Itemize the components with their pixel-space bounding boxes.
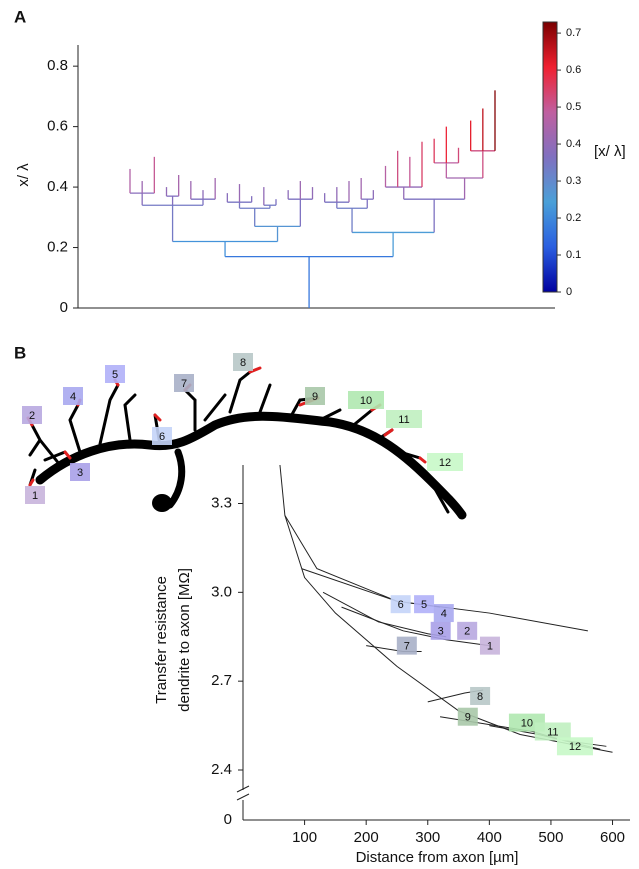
morphology-marker [25,486,45,504]
terminal-label: 7 [404,641,410,653]
morphology-label: 4 [70,391,76,403]
x-tick-label: 300 [415,829,440,846]
morphology-label: 6 [159,431,165,443]
y-tick-label: 0 [224,811,232,828]
terminal-marker [457,621,478,640]
colorbar-tick-label: 0.1 [566,249,581,261]
morphology-marker [386,410,422,428]
x-tick-label: 500 [538,829,563,846]
terminal-marker [430,621,451,640]
colorbar-tick-label: 0.5 [566,101,581,113]
terminal-label: 1 [487,641,493,653]
neuron-morphology [26,366,467,520]
morphology-marker [174,374,194,392]
resistance-trace [279,464,588,632]
morphology-label: 11 [398,414,409,426]
terminal-marker [556,737,593,756]
y-tick-label: 2.4 [211,761,232,778]
morphology-label: 7 [181,378,187,390]
panel-label: B [14,343,26,362]
terminal-label: 11 [547,726,558,738]
morphology-label: 5 [112,369,118,381]
y-axis-label: dendrite to axon [MΩ] [176,568,193,712]
y-axis-label: Transfer resistance [153,576,170,704]
morphology-marker [63,387,83,405]
colorbar-tick-label: 0.2 [566,212,581,224]
y-tick-label: 0 [60,299,68,316]
morphology-label: 3 [77,467,83,479]
terminal-label: 4 [441,608,447,620]
morphology-marker [305,387,325,405]
colorbar-tick-label: 0.3 [566,175,581,187]
morphology-label: 1 [32,490,38,502]
terminal-marker [433,604,454,623]
morphology-marker [22,406,42,424]
morphology-marker [427,453,463,471]
morphology-marker [152,427,172,445]
morphology-marker [348,391,384,409]
morphology-label: 10 [360,395,372,407]
resistance-trace [341,606,490,647]
x-tick-label: 600 [600,829,625,846]
panel-label: A [14,7,26,26]
colorbar-tick-label: 0.6 [566,64,581,76]
terminal-marker [470,686,491,705]
y-tick-label: 3.3 [211,494,232,511]
colorbar-label: [x/ λ] [594,143,626,160]
axis-break [236,785,250,801]
terminal-label: 5 [421,599,427,611]
y-tick-label: 0.2 [47,239,68,256]
y-tick-label: 0.8 [47,57,68,74]
morphology-label: 2 [29,410,35,422]
y-axis-label: x/ λ [15,163,32,187]
colorbar-tick-label: 0 [566,286,572,298]
colorbar-tick-label: 0.4 [566,138,581,150]
y-tick-label: 0.6 [47,118,68,135]
terminal-label: 10 [521,718,533,730]
morphology-label: 9 [312,391,318,403]
terminal-marker [457,707,478,726]
y-tick-label: 2.7 [211,672,232,689]
terminal-label: 3 [438,626,444,638]
terminal-label: 12 [569,741,581,753]
terminal-marker [534,722,571,741]
x-tick-label: 100 [292,829,317,846]
terminal-marker [479,636,500,655]
colorbar [542,21,558,293]
morphology-marker [105,365,125,383]
x-axis-label: Distance from axon [µm] [356,849,519,866]
terminal-label: 8 [477,691,483,703]
terminal-marker [414,595,435,614]
y-tick-label: 3.0 [211,583,232,600]
terminal-label: 6 [398,599,404,611]
morphology-marker [70,463,90,481]
resistance-trace [284,515,613,753]
colorbar-tick-label: 0.7 [566,27,581,39]
morphology-label: 8 [240,357,246,369]
x-tick-label: 200 [354,829,379,846]
morphology-label: 12 [439,457,451,469]
morphology-marker [233,353,253,371]
terminal-marker [390,595,411,614]
terminal-label: 9 [465,712,471,724]
y-tick-label: 0.4 [47,178,68,195]
terminal-label: 2 [464,626,470,638]
x-tick-label: 400 [477,829,502,846]
terminal-marker [396,636,417,655]
